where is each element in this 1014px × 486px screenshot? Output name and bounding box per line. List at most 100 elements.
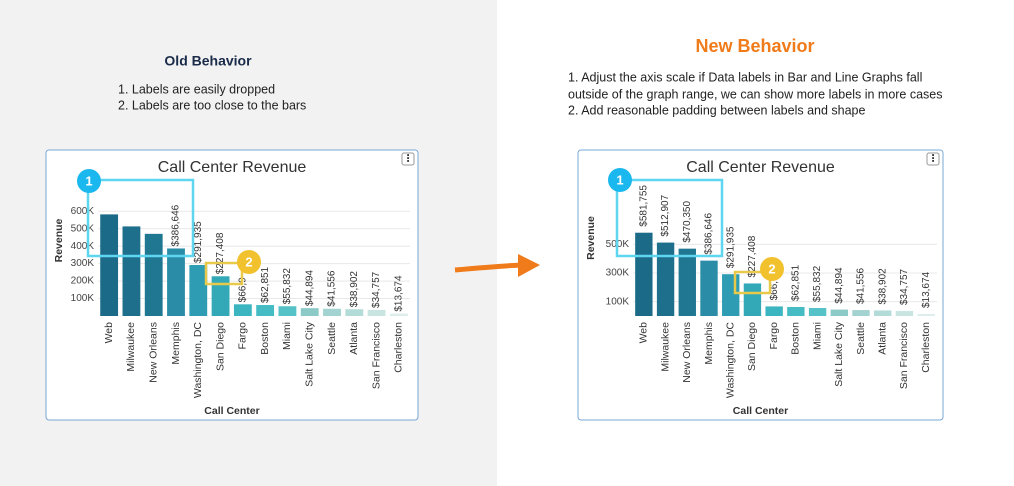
x-tick-label: Miami bbox=[281, 322, 293, 350]
menu-icon: ⋮ bbox=[403, 154, 413, 165]
highlight-box bbox=[733, 270, 772, 295]
bar bbox=[743, 283, 762, 316]
x-tick-label: Milwaukee bbox=[125, 322, 137, 372]
data-label: $41,556 bbox=[327, 270, 338, 307]
bar bbox=[233, 304, 252, 316]
data-label: $38,902 bbox=[877, 268, 888, 305]
bar bbox=[678, 248, 696, 316]
x-tick-label: Boston bbox=[790, 322, 802, 355]
data-label: $44,894 bbox=[834, 267, 845, 304]
x-tick-label: Web bbox=[638, 322, 650, 344]
callout-badge bbox=[608, 168, 632, 192]
highlight-box bbox=[86, 178, 195, 258]
new-note: 1. Adjust the axis scale if Data labels … bbox=[568, 70, 922, 84]
highlight-box bbox=[615, 178, 724, 258]
y-axis-label: Revenue bbox=[53, 218, 65, 262]
old-note: 1. Labels are easily dropped bbox=[118, 82, 275, 96]
bar bbox=[808, 308, 827, 316]
menu-button bbox=[401, 152, 415, 166]
data-label: $34,757 bbox=[899, 268, 910, 305]
bar bbox=[144, 233, 163, 316]
bar bbox=[787, 307, 805, 316]
bar bbox=[323, 308, 341, 316]
y-tick-label: 300K bbox=[71, 258, 95, 269]
bar bbox=[917, 314, 935, 316]
x-tick-label: San Diego bbox=[214, 322, 226, 371]
bar bbox=[874, 310, 892, 316]
bar bbox=[189, 265, 208, 316]
data-label: $44,894 bbox=[304, 270, 315, 307]
bar bbox=[367, 309, 386, 316]
data-label: $55,832 bbox=[282, 268, 293, 305]
data-label: $13,674 bbox=[921, 271, 932, 308]
callout-number: 1 bbox=[616, 172, 623, 187]
y-tick-label: 500K bbox=[71, 223, 95, 234]
data-label: $386,646 bbox=[704, 213, 715, 255]
x-tick-label: Seattle bbox=[855, 322, 867, 355]
new-note: 2. Add reasonable padding between labels… bbox=[568, 103, 866, 117]
y-tick-label: 600K bbox=[71, 206, 95, 217]
old-heading: Old Behavior bbox=[164, 53, 252, 69]
callout-number: 2 bbox=[245, 254, 252, 269]
bar bbox=[852, 310, 870, 316]
data-label: $581,755 bbox=[638, 185, 649, 227]
menu-button bbox=[926, 152, 940, 166]
x-tick-label: San Francisco bbox=[370, 322, 382, 389]
x-tick-label: Memphis bbox=[703, 322, 715, 365]
data-label: $291,935 bbox=[725, 226, 736, 268]
data-label: $41,556 bbox=[856, 267, 867, 304]
bar bbox=[122, 226, 141, 316]
bar bbox=[278, 306, 297, 316]
x-tick-label: Web bbox=[103, 322, 115, 344]
bar bbox=[656, 242, 675, 316]
x-tick-label: Milwaukee bbox=[659, 322, 671, 372]
data-label: $512,907 bbox=[660, 194, 671, 236]
data-label: $55,832 bbox=[812, 265, 823, 302]
bar bbox=[300, 308, 319, 316]
bar bbox=[722, 274, 740, 316]
bar bbox=[895, 311, 914, 316]
callout-badge bbox=[237, 250, 261, 274]
x-axis-label: Call Center bbox=[733, 405, 788, 417]
data-label: $470,350 bbox=[682, 201, 693, 243]
bar bbox=[345, 309, 364, 316]
y-tick-label: 400K bbox=[71, 241, 95, 252]
new-note: outside of the graph range, we can show … bbox=[568, 87, 943, 101]
data-label: $62,851 bbox=[260, 266, 271, 303]
x-tick-label: New Orleans bbox=[681, 322, 693, 383]
chart-title: Call Center Revenue bbox=[686, 159, 835, 176]
x-tick-label: Boston bbox=[259, 322, 271, 355]
bar bbox=[389, 313, 408, 316]
data-label: $386,646 bbox=[171, 204, 182, 246]
callout-badge bbox=[77, 169, 101, 193]
data-label: $66,9 bbox=[237, 277, 248, 302]
bar bbox=[830, 309, 848, 316]
callout-number: 2 bbox=[768, 261, 775, 276]
data-label: $66,9 bbox=[769, 275, 780, 300]
y-tick-label: 300K bbox=[606, 268, 630, 279]
y-tick-label: 200K bbox=[71, 276, 95, 287]
data-label: $227,408 bbox=[747, 235, 758, 277]
bar bbox=[256, 305, 275, 316]
x-tick-label: Memphis bbox=[170, 322, 182, 365]
x-tick-label: Fargo bbox=[768, 322, 780, 350]
x-tick-label: Atlanta bbox=[348, 322, 360, 355]
bar bbox=[167, 248, 185, 316]
callout-badge bbox=[760, 257, 784, 281]
data-label: $34,757 bbox=[371, 271, 382, 308]
x-tick-label: San Diego bbox=[746, 322, 758, 371]
highlight-box bbox=[204, 261, 244, 286]
x-tick-label: New Orleans bbox=[147, 322, 159, 383]
x-tick-label: Charleston bbox=[920, 322, 932, 373]
data-label: $38,902 bbox=[349, 271, 360, 308]
x-tick-label: Washington, DC bbox=[724, 322, 736, 398]
x-tick-label: Salt Lake City bbox=[833, 321, 845, 387]
arrow bbox=[454, 254, 540, 277]
data-label: $291,935 bbox=[193, 221, 204, 263]
bar bbox=[635, 232, 653, 316]
bar bbox=[700, 260, 718, 316]
y-axis-label: Revenue bbox=[585, 216, 597, 260]
menu-icon: ⋮ bbox=[928, 154, 938, 165]
x-tick-label: Washington, DC bbox=[192, 322, 204, 398]
